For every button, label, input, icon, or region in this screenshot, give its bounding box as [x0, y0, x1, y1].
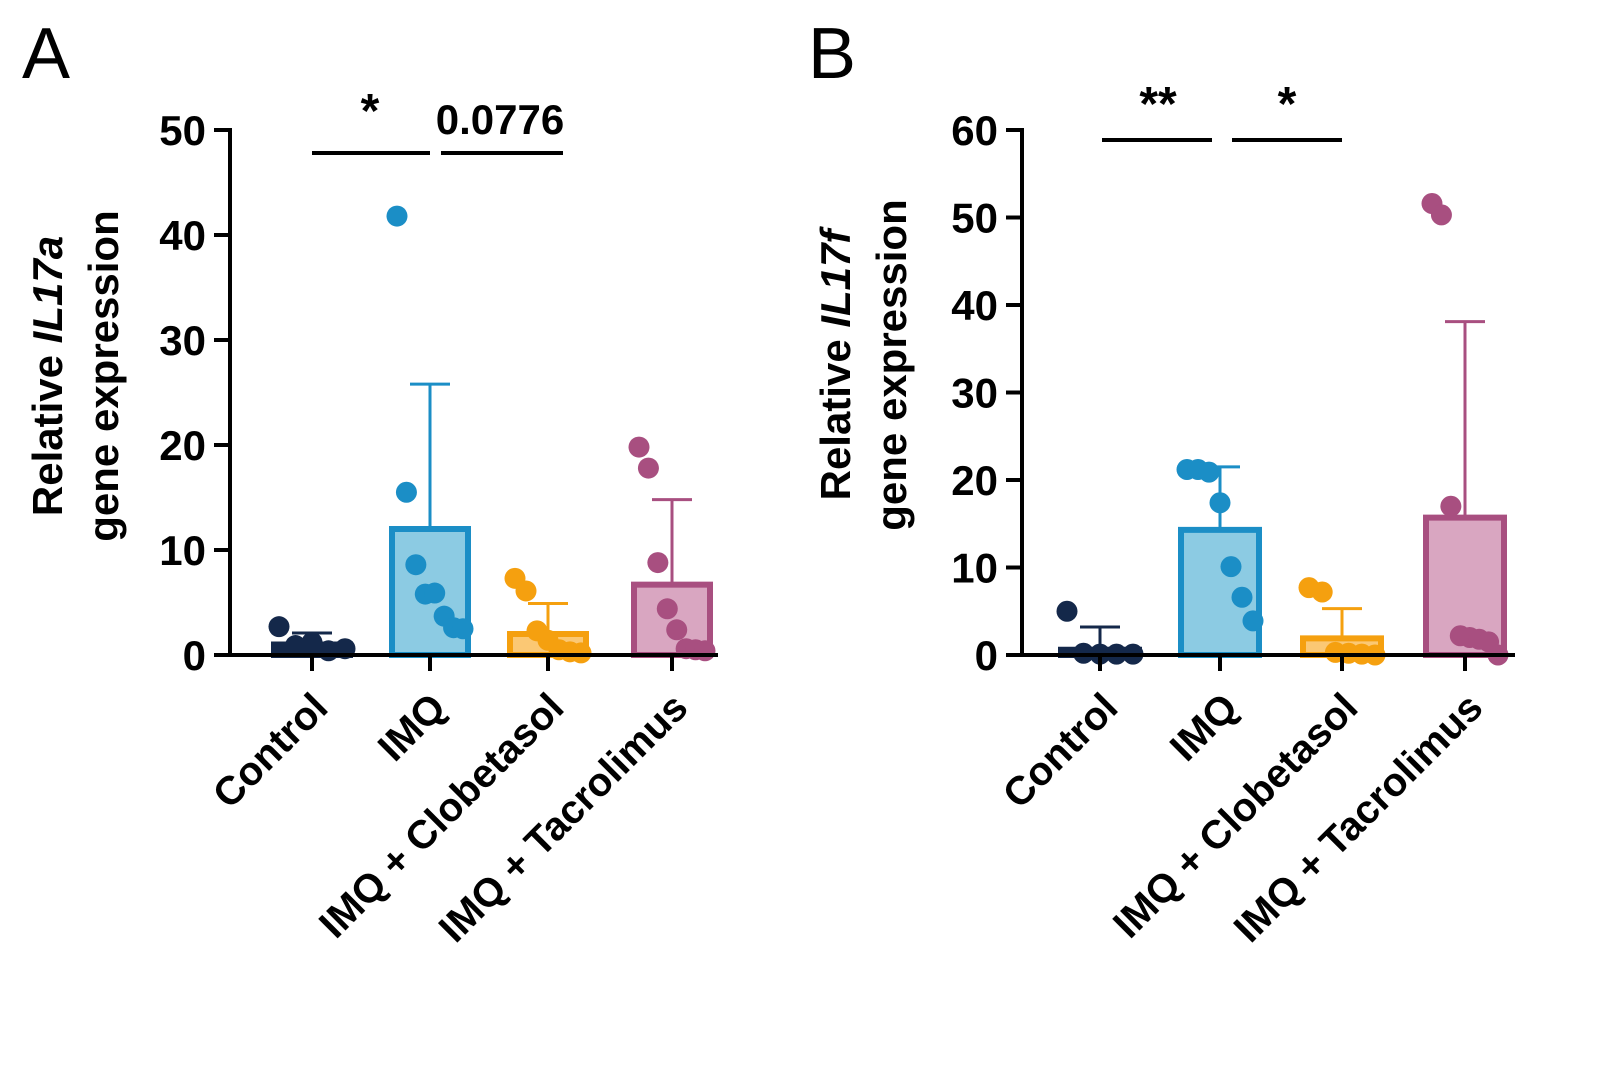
x-category-label: Control	[205, 685, 337, 817]
y-tick-label: 30	[159, 317, 206, 364]
y-tick-label: 40	[951, 282, 998, 329]
x-category-label: IMQ + Tacrolimus	[1226, 685, 1492, 951]
data-point	[1242, 610, 1264, 632]
data-point	[452, 618, 474, 640]
panel-a: A Relative IL17a gene expression 0 10 20 30…	[22, 14, 718, 951]
data-point	[1198, 461, 1220, 483]
data-point	[570, 642, 592, 664]
series-2	[504, 567, 592, 664]
series-1	[386, 205, 474, 658]
y-axis-label-gene-b: IL17f	[812, 226, 859, 328]
series-2	[1298, 577, 1386, 666]
significance-label: **	[1139, 78, 1177, 131]
data-point	[1440, 495, 1462, 517]
data-point	[1056, 600, 1078, 622]
y-axis-label-line2-b: gene expression	[868, 199, 915, 530]
y-tick-label: 10	[159, 527, 206, 574]
data-point	[637, 457, 659, 479]
panel-b: B Relative IL17f gene expression 0 10 20 30…	[808, 14, 1515, 951]
y-tick-label: 60	[951, 107, 998, 154]
data-point	[1430, 204, 1452, 226]
y-tick-label: 50	[159, 107, 206, 154]
data-point	[694, 640, 716, 662]
y-axis-label-line1-b: Relative IL17f	[812, 226, 859, 501]
data-point	[1220, 556, 1242, 578]
y-tick-label: 0	[183, 632, 206, 679]
data-point	[666, 619, 688, 641]
y-tick-label: 40	[159, 212, 206, 259]
series-3	[1421, 193, 1509, 666]
series-1	[1176, 459, 1264, 658]
x-category-label: IMQ	[1162, 685, 1247, 770]
y-tick-label: 10	[951, 545, 998, 592]
data-point	[1311, 581, 1333, 603]
y-axis-label-prefix-a: Relative	[24, 343, 71, 516]
data-point	[647, 552, 669, 574]
significance-label: *	[1278, 78, 1297, 131]
data-point	[1209, 492, 1231, 514]
y-axis-label-line2-a: gene expression	[80, 210, 127, 541]
data-point	[515, 580, 537, 602]
series-3	[628, 436, 716, 662]
data-point	[424, 582, 446, 604]
y-axis-label-gene-a: IL17a	[24, 236, 71, 343]
panel-letter-a: A	[22, 14, 70, 94]
data-point	[301, 631, 323, 653]
significance-label: 0.0776	[436, 96, 564, 143]
data-point	[628, 436, 650, 458]
data-point	[1231, 586, 1253, 608]
data-point	[268, 616, 290, 638]
panel-letter-b: B	[808, 14, 856, 94]
y-tick-label: 20	[159, 422, 206, 469]
data-point	[386, 205, 408, 227]
x-category-label: Control	[995, 685, 1127, 817]
x-category-label: IMQ	[370, 685, 455, 770]
data-point	[405, 554, 427, 576]
significance-label: *	[361, 85, 380, 138]
data-point	[285, 635, 306, 657]
y-tick-label: 0	[975, 632, 998, 679]
y-axis-label-line1-a: Relative IL17a	[24, 236, 71, 516]
y-tick-label: 20	[951, 457, 998, 504]
y-tick-label: 30	[951, 370, 998, 417]
data-point	[656, 598, 678, 620]
data-point	[395, 481, 417, 503]
y-tick-label: 50	[951, 195, 998, 242]
y-axis-label-prefix-b: Relative	[812, 328, 859, 501]
